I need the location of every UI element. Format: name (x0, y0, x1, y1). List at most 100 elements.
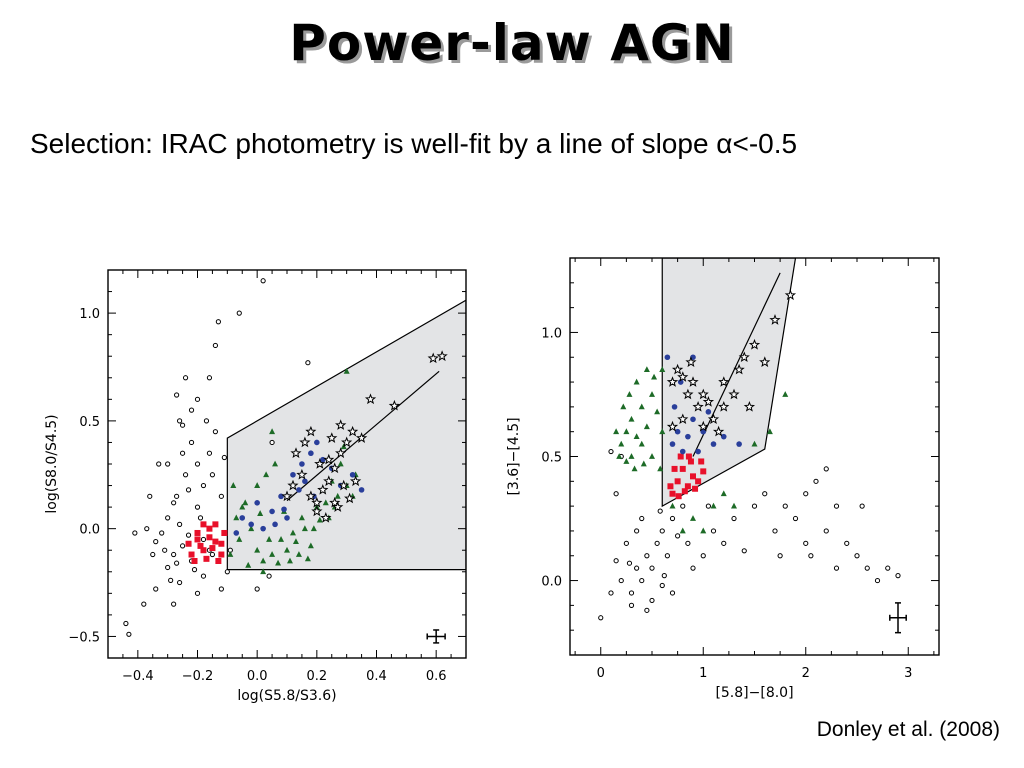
left-point-square (194, 536, 201, 543)
right-point-open-circle (731, 515, 737, 522)
left-point-triangle (304, 555, 311, 562)
left-x-tick-label: 0.2 (306, 669, 327, 684)
left-point-star (344, 492, 356, 504)
left-point-dot (290, 471, 296, 478)
right-point-open-circle (885, 565, 891, 571)
left-point-triangle (298, 514, 305, 521)
right-point-square (692, 485, 699, 492)
right-point-triangle (633, 433, 640, 440)
left-point-triangle (275, 559, 282, 566)
right-point-star (671, 363, 684, 375)
right-point-triangle (626, 391, 633, 397)
right-point-square (667, 483, 674, 490)
right-y-axis-label: [3.6]−[4.5] (506, 417, 522, 495)
right-point-square (698, 458, 705, 465)
right-point-star (784, 289, 797, 301)
left-point-square (191, 558, 198, 564)
right-point-dot (736, 441, 742, 447)
right-point-triangle (782, 391, 789, 397)
right-point-open-circle (859, 503, 865, 509)
left-point-triangle (254, 482, 261, 488)
right-point-open-circle (813, 478, 819, 484)
left-point-triangle (254, 546, 261, 553)
left-point-triangle (334, 492, 341, 499)
left-point-triangle (233, 514, 240, 521)
left-point-open-circle (153, 586, 159, 592)
right-point-dot (679, 448, 686, 455)
right-x-tick-label: 2 (802, 666, 810, 681)
right-point-square (695, 478, 702, 485)
left-point-square (212, 521, 219, 528)
left-error-bar (426, 629, 446, 644)
left-point-open-circle (171, 500, 177, 506)
right-point-square (687, 458, 694, 465)
right-point-star (687, 376, 699, 387)
right-point-open-circle (833, 503, 840, 509)
left-point-star (341, 436, 353, 448)
right-point-open-circle (626, 560, 633, 566)
right-point-star (738, 351, 750, 363)
left-point-open-circle (260, 278, 266, 284)
left-point-triangle (227, 551, 234, 557)
right-point-triangle (643, 423, 650, 430)
right-point-star (666, 376, 679, 387)
left-point-dot (278, 493, 284, 500)
right-point-star (748, 338, 761, 350)
right-point-open-circle (680, 503, 686, 509)
right-point-open-circle (854, 553, 860, 559)
slide-title: Power-law AGN (289, 14, 735, 72)
left-point-star (332, 501, 344, 512)
right-point-open-circle (741, 548, 747, 554)
right-point-dot (677, 379, 684, 385)
right-x-tick-label: 0 (597, 666, 605, 681)
left-point-open-circle (171, 601, 177, 607)
right-point-open-circle (700, 553, 706, 559)
left-point-open-circle (200, 536, 207, 543)
right-point-triangle (700, 527, 707, 534)
right-point-open-circle (657, 508, 663, 514)
left-point-dot (314, 439, 320, 446)
right-point-open-circle (844, 540, 850, 546)
left-point-open-circle (179, 543, 186, 549)
left-point-star (388, 399, 401, 411)
right-point-star (707, 413, 720, 425)
left-point-open-circle (209, 472, 216, 478)
left-point-star (314, 458, 326, 469)
right-point-open-circle (823, 466, 829, 472)
left-point-square (206, 534, 213, 541)
right-point-open-circle (618, 577, 624, 584)
left-point-open-circle (132, 530, 138, 536)
right-point-triangle (731, 502, 737, 509)
left-point-triangle (257, 510, 264, 516)
left-point-open-circle (203, 418, 210, 424)
right-point-triangle (669, 502, 676, 509)
left-point-square (218, 540, 225, 547)
right-point-star (697, 388, 709, 400)
left-point-open-circle (305, 360, 311, 366)
left-x-axis-label: log(S5.8/S3.6) (237, 688, 336, 704)
left-point-open-circle (206, 450, 213, 456)
left-point-open-circle (150, 551, 156, 558)
left-point-star (311, 496, 323, 508)
left-point-star (317, 483, 329, 495)
left-point-square (188, 551, 195, 558)
right-point-star (712, 425, 725, 437)
left-point-open-circle (212, 429, 218, 435)
left-point-open-circle (168, 577, 174, 583)
right-point-open-circle (705, 503, 711, 509)
left-point-open-circle (174, 560, 180, 566)
left-point-triangle (263, 471, 270, 478)
left-point-open-circle (177, 418, 183, 424)
left-point-square (206, 525, 213, 532)
left-point-star (436, 350, 448, 362)
left-point-star (320, 511, 332, 523)
right-point-square (671, 465, 678, 472)
right-point-dot (700, 428, 707, 435)
left-point-open-circle (266, 573, 272, 579)
right-point-triangle (640, 460, 647, 467)
left-point-open-circle (188, 439, 195, 446)
right-point-open-circle (721, 540, 727, 546)
right-point-triangle (659, 366, 666, 373)
left-point-open-circle (221, 454, 227, 461)
right-point-triangle (618, 440, 625, 447)
